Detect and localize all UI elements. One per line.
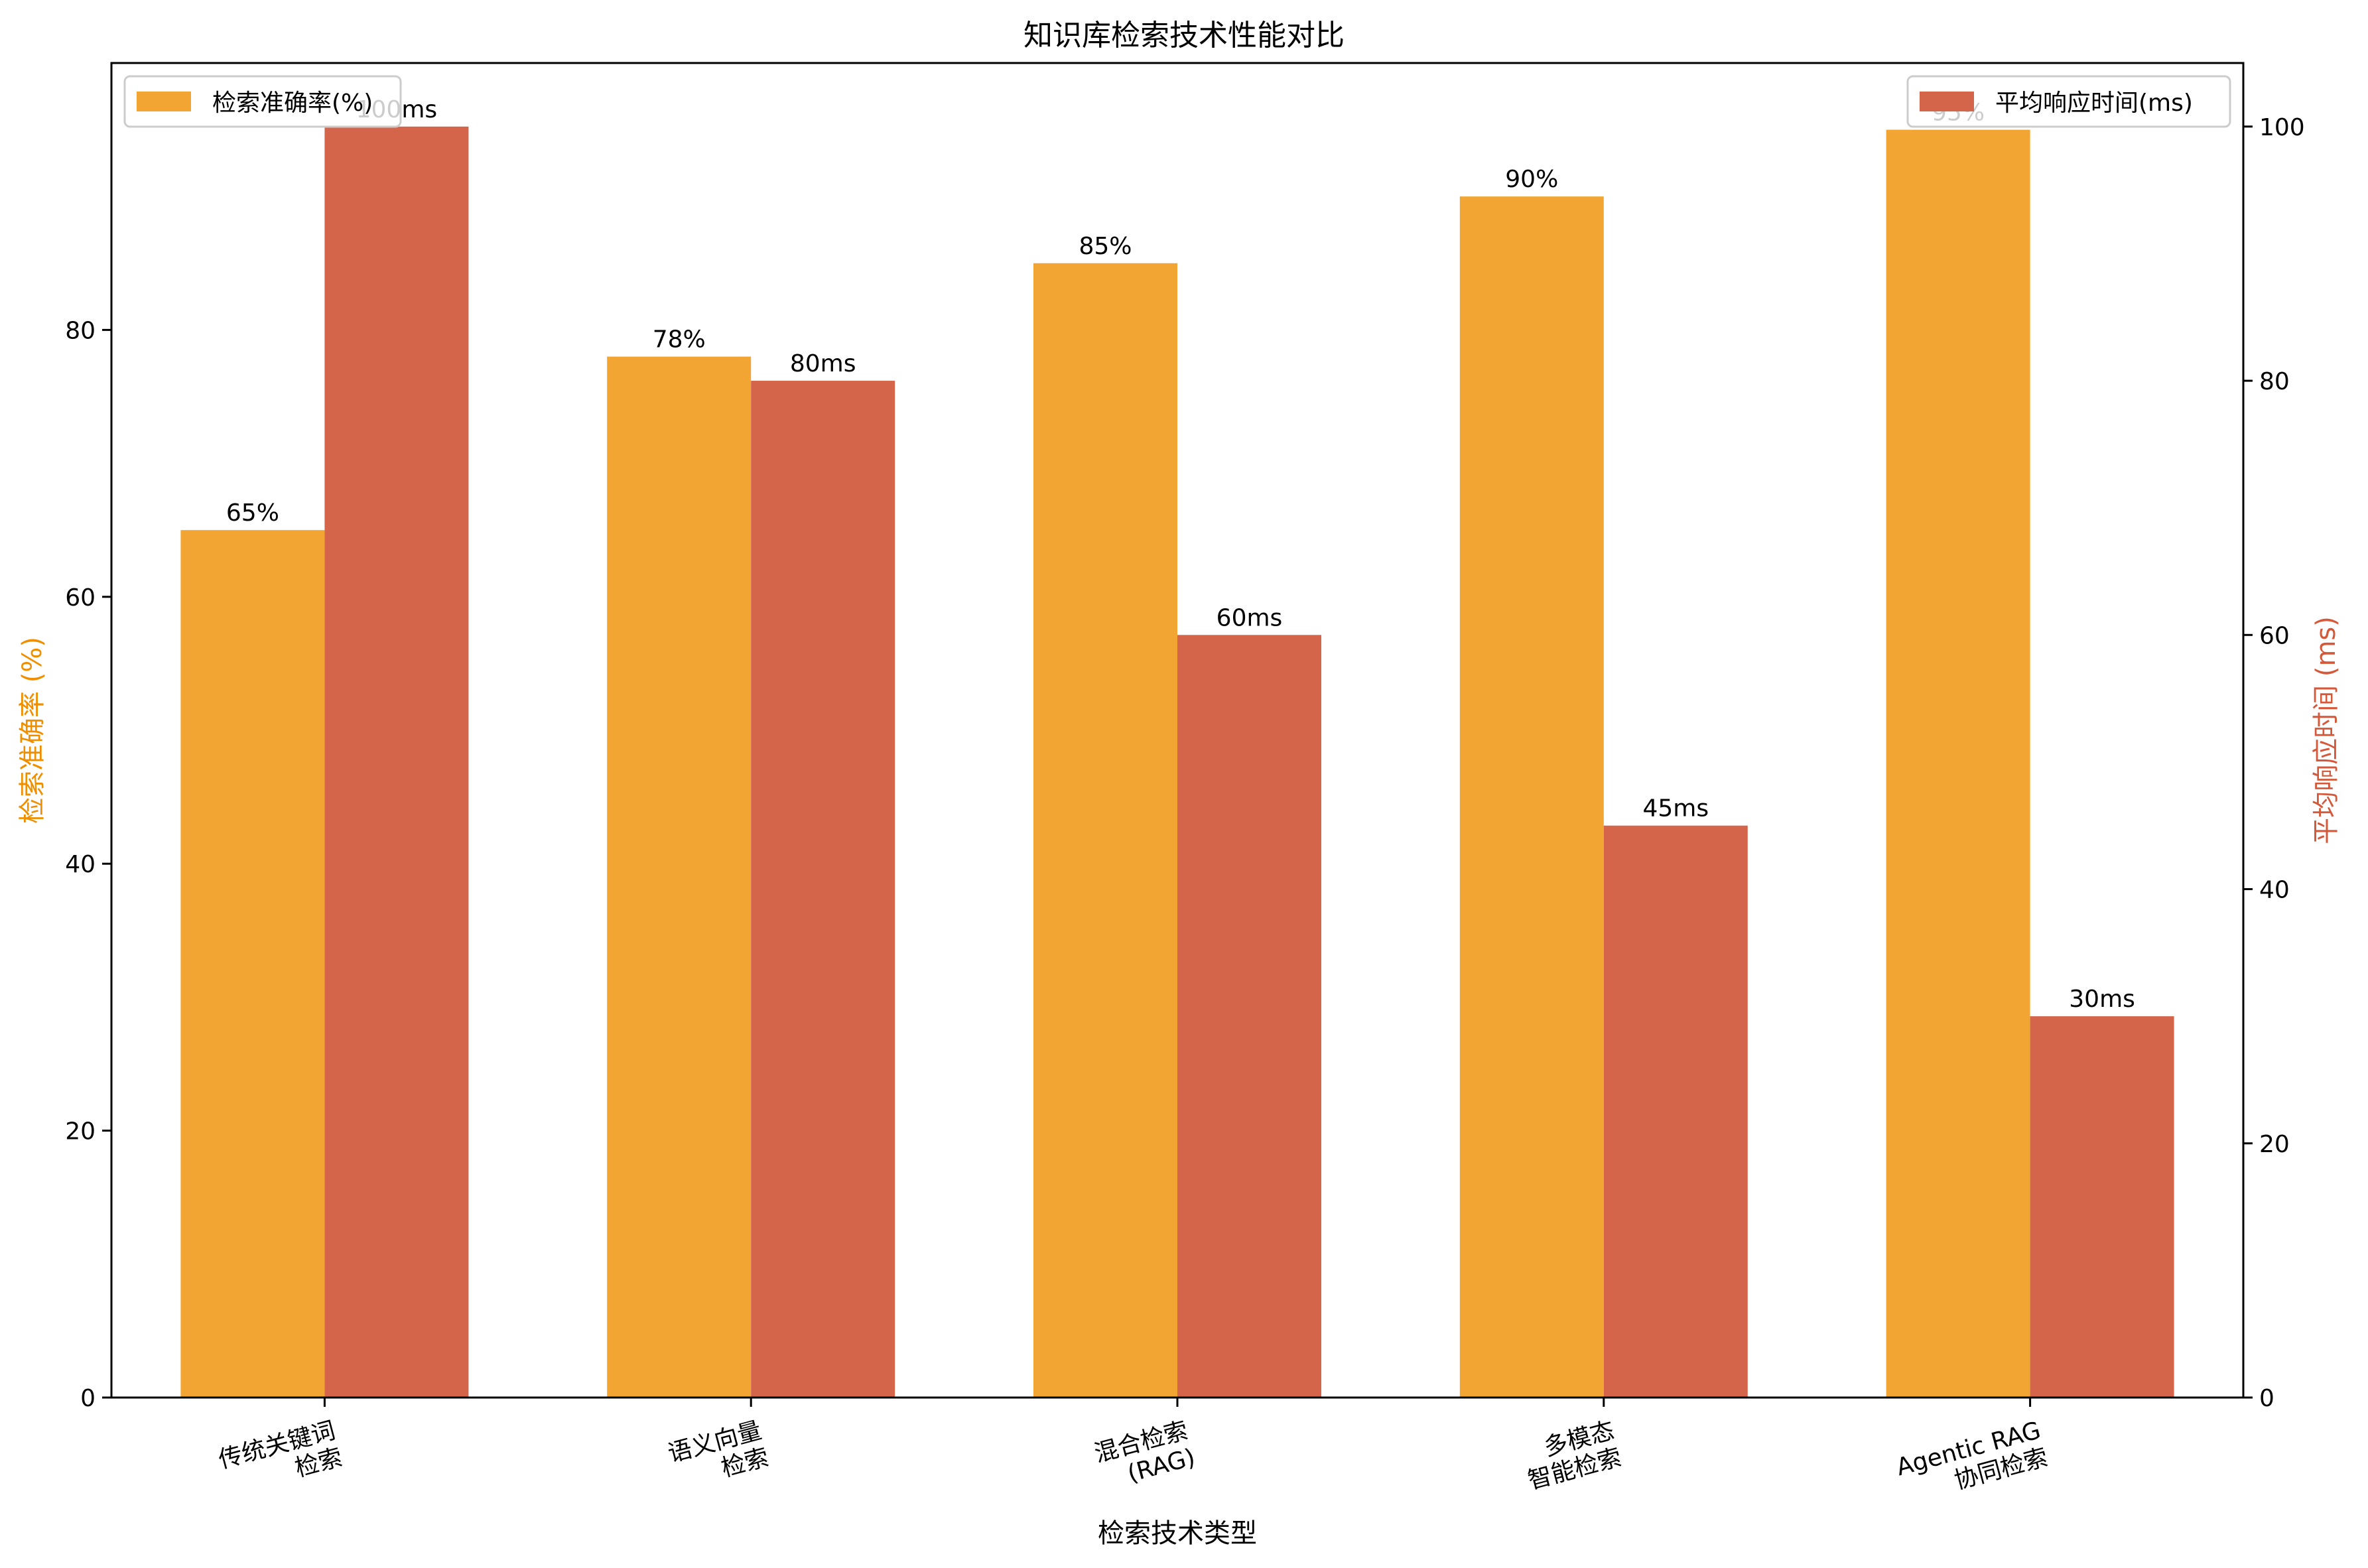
accuracy-value-label-1: 78% xyxy=(653,326,706,354)
left-tick-label-0: 0 xyxy=(80,1385,96,1412)
response-time-bar-1 xyxy=(751,381,895,1398)
response-time-value-label-3: 45ms xyxy=(1642,795,1709,822)
legend-response-time: 平均响应时间(ms) xyxy=(1906,75,2231,128)
right-tick-label-3: 60 xyxy=(2259,622,2290,649)
x-tick-label-2: 混合检索(RAG) xyxy=(1092,1417,1199,1494)
x-tick-label-4: Agentic RAG协同检索 xyxy=(1894,1417,2051,1508)
right-tick-label-2: 40 xyxy=(2259,877,2290,904)
x-tick-label-0: 传统关键词检索 xyxy=(216,1417,345,1501)
accuracy-bar-0 xyxy=(180,530,325,1398)
response-time-bar-0 xyxy=(324,126,469,1398)
accuracy-value-label-3: 90% xyxy=(1505,166,1558,193)
bars-layer xyxy=(180,126,2174,1398)
legend-accuracy-box xyxy=(123,75,402,128)
response-time-bar-3 xyxy=(1603,825,1748,1398)
legend-response-time-text: 平均响应时间(ms) xyxy=(1995,90,2193,117)
response-time-value-label-2: 60ms xyxy=(1217,604,1283,631)
legend-accuracy-swatch xyxy=(137,92,191,111)
left-tick-label-3: 60 xyxy=(65,584,96,612)
right-tick-label-1: 20 xyxy=(2259,1131,2290,1158)
left-tick-label-2: 40 xyxy=(65,851,96,878)
chart-title: 知识库检索技术性能对比 xyxy=(1023,19,1345,52)
x-axis-label: 检索技术类型 xyxy=(1098,1518,1257,1549)
response-time-bar-4 xyxy=(2030,1016,2174,1398)
accuracy-value-label-0: 65% xyxy=(226,499,279,527)
response-time-value-label-1: 80ms xyxy=(790,350,856,377)
left-axis: 0 20 40 60 80 xyxy=(65,317,111,1412)
right-axis-label: 平均响应时间 (ms) xyxy=(2311,616,2341,844)
left-tick-label-4: 80 xyxy=(65,317,96,344)
right-tick-label-0: 0 xyxy=(2259,1385,2274,1412)
x-tick-label-3: 多模态智能检索 xyxy=(1518,1417,1624,1494)
accuracy-bar-4 xyxy=(1886,129,2030,1398)
response-time-value-label-4: 30ms xyxy=(2069,986,2135,1013)
x-axis: 传统关键词检索 语义向量检索 混合检索(RAG) 多模态智能检索 Agentic RAG… xyxy=(216,1398,2051,1508)
left-axis-label: 检索准确率 (%) xyxy=(17,637,48,824)
accuracy-bar-2 xyxy=(1033,263,1177,1398)
legend-response-time-swatch xyxy=(1920,92,1974,111)
x-tick-label-1: 语义向量检索 xyxy=(665,1417,772,1494)
response-time-bar-2 xyxy=(1177,635,1321,1398)
right-axis: 0 20 40 60 80 100 xyxy=(2243,114,2305,1412)
right-tick-label-5: 100 xyxy=(2259,114,2305,141)
legend-response-time-box xyxy=(1906,75,2231,128)
accuracy-bar-3 xyxy=(1459,196,1604,1398)
accuracy-value-label-2: 85% xyxy=(1079,233,1132,260)
legend-accuracy-text: 检索准确率(%) xyxy=(212,90,373,117)
legend-accuracy: 检索准确率(%) xyxy=(123,75,402,128)
left-tick-label-1: 20 xyxy=(65,1118,96,1145)
accuracy-bar-1 xyxy=(607,356,752,1398)
right-tick-label-4: 80 xyxy=(2259,368,2290,395)
